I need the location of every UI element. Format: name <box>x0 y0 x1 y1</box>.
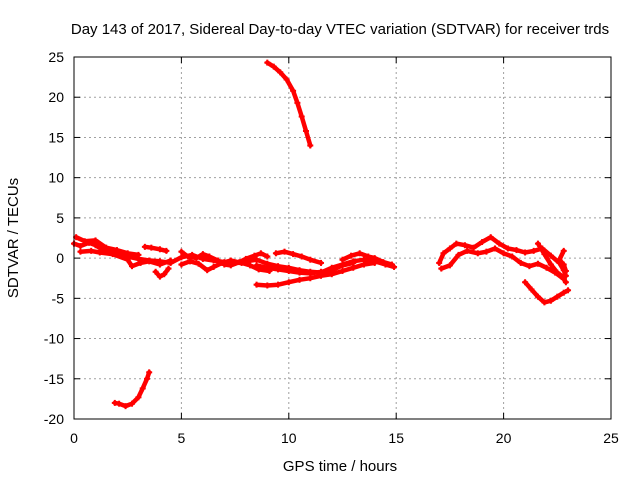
grid <box>74 57 611 419</box>
x-tick-label: 5 <box>178 430 186 446</box>
y-tick-label: -10 <box>44 331 64 347</box>
y-tick-label: -15 <box>44 371 64 387</box>
y-tick-label: 15 <box>48 129 64 145</box>
x-tick-label: 15 <box>388 430 404 446</box>
series-bump-10 <box>273 249 324 266</box>
series-morning-band-lower <box>78 248 173 269</box>
x-tick-label: 0 <box>70 430 78 446</box>
y-axis-title: SDTVAR / TECUs <box>5 178 22 298</box>
axis-ticks <box>73 56 612 420</box>
x-axis-title: GPS time / hours <box>283 458 397 475</box>
x-tick-label: 25 <box>603 430 619 446</box>
y-tick-label: -5 <box>52 290 65 306</box>
series-spike-3-5 <box>142 244 169 254</box>
y-tick-label: 10 <box>48 170 64 186</box>
x-tick-labels: 0 5 10 15 20 25 <box>70 430 619 446</box>
x-tick-label: 10 <box>281 430 297 446</box>
y-tick-label: -20 <box>44 411 64 427</box>
y-tick-label: 0 <box>56 250 64 266</box>
x-tick-label: 20 <box>496 430 512 446</box>
series-loop-8-11 <box>254 260 356 276</box>
series-evening-band-lower <box>439 246 569 285</box>
plot-frame <box>73 56 612 420</box>
chart-title: Day 143 of 2017, Sidereal Day-to-day VTE… <box>71 21 609 38</box>
y-tick-label: 5 <box>56 210 64 226</box>
y-tick-label: 20 <box>48 89 64 105</box>
y-tick-labels: -20 -15 -10 -5 0 5 10 15 20 25 <box>44 49 64 427</box>
series-drop-4 <box>153 266 171 279</box>
y-tick-label: 25 <box>48 49 64 65</box>
plot-area <box>71 59 572 410</box>
